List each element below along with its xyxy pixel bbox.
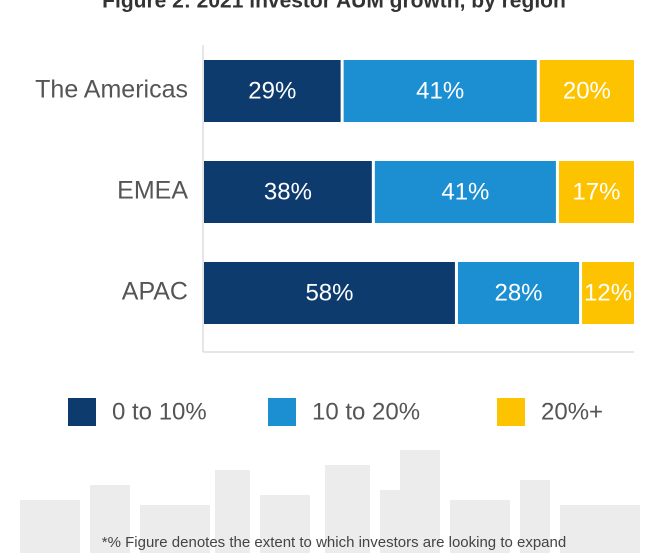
category-label: The Americas bbox=[35, 76, 188, 104]
chart-title: Figure 2: 2021 investor AUM growth, by r… bbox=[102, 0, 566, 13]
bar-segment bbox=[204, 60, 341, 122]
bar-segment bbox=[539, 60, 634, 122]
data-label: 28% bbox=[494, 279, 542, 306]
legend-label: 20%+ bbox=[541, 398, 603, 425]
bar-segment bbox=[204, 161, 372, 223]
data-label: 58% bbox=[305, 279, 353, 306]
data-label: 38% bbox=[264, 178, 312, 205]
bar-segment bbox=[558, 161, 634, 223]
data-label: 20% bbox=[563, 77, 611, 104]
legend-label: 0 to 10% bbox=[112, 398, 207, 425]
footnote: *% Figure denotes the extent to which in… bbox=[102, 534, 566, 551]
bar-segment bbox=[582, 262, 634, 324]
data-label: 41% bbox=[441, 178, 489, 205]
category-label: APAC bbox=[122, 278, 188, 306]
legend-swatch bbox=[268, 398, 296, 426]
bar-segment bbox=[204, 262, 455, 324]
category-label: EMEA bbox=[117, 177, 188, 205]
data-label: 12% bbox=[584, 279, 632, 306]
data-label: 41% bbox=[416, 77, 464, 104]
data-label: 29% bbox=[248, 77, 296, 104]
bar-segment bbox=[343, 60, 537, 122]
bar-segment bbox=[374, 161, 556, 223]
legend-swatch bbox=[68, 398, 96, 426]
legend-swatch bbox=[497, 398, 525, 426]
data-label: 17% bbox=[572, 178, 620, 205]
legend-label: 10 to 20% bbox=[312, 398, 420, 425]
bar-segment bbox=[457, 262, 580, 324]
skyline bbox=[20, 450, 640, 553]
